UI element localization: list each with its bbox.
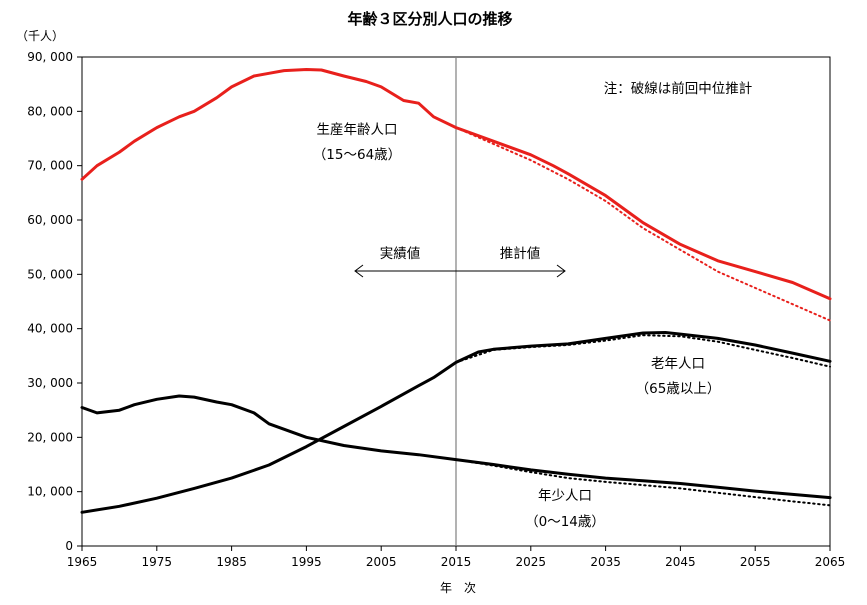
x-tick-label: 2005 bbox=[366, 555, 397, 569]
actual-vs-projection-arrow bbox=[354, 264, 566, 278]
dotted-series-line-5 bbox=[455, 458, 831, 507]
elderly-sublabel: （65歳以上） bbox=[636, 381, 721, 397]
working-age-label: 生産年齢人口 bbox=[317, 122, 398, 138]
x-tick-label: 2045 bbox=[665, 555, 696, 569]
x-tick-label: 2025 bbox=[516, 555, 547, 569]
x-tick-label: 1985 bbox=[216, 555, 247, 569]
x-axis-title: 年 次 bbox=[440, 581, 476, 595]
y-tick-label: 70, 000 bbox=[27, 159, 73, 173]
x-axis: 1965 1975 1985 1995 2005 2015 2025 2035 2045 2055… bbox=[67, 546, 846, 569]
series-line-0 bbox=[80, 68, 832, 301]
arrow-head-right bbox=[556, 264, 566, 278]
y-tick-label: 60, 000 bbox=[27, 213, 73, 227]
y-tick-label: 50, 000 bbox=[27, 267, 73, 281]
projection-label: 推計値 bbox=[500, 246, 541, 262]
youth-sublabel: （0～14歳） bbox=[525, 514, 605, 530]
x-tick-label: 1965 bbox=[67, 555, 98, 569]
y-tick-label: 40, 000 bbox=[27, 322, 73, 336]
x-tick-label: 2055 bbox=[740, 555, 771, 569]
y-axis: 0 10, 000 20, 000 30, 000 40, 000 50, 000 60, … bbox=[27, 50, 82, 553]
actual-label: 実績値 bbox=[380, 246, 421, 262]
working-age-sublabel: （15～64歳） bbox=[313, 147, 401, 163]
y-tick-label: 80, 000 bbox=[27, 104, 73, 118]
series-line-2 bbox=[80, 331, 832, 514]
elderly-label: 老年人口 bbox=[651, 356, 705, 372]
y-tick-label: 10, 000 bbox=[27, 485, 73, 499]
x-tick-label: 1995 bbox=[291, 555, 322, 569]
chart-title: 年齢３区分別人口の推移 bbox=[347, 10, 512, 28]
y-tick-label: 90, 000 bbox=[27, 50, 73, 64]
series-layer bbox=[80, 68, 832, 514]
y-axis-unit: （千人） bbox=[16, 29, 64, 43]
x-tick-label: 1975 bbox=[142, 555, 173, 569]
x-tick-label: 2015 bbox=[441, 555, 472, 569]
arrow-head-left bbox=[354, 264, 364, 278]
series-line-4 bbox=[80, 394, 832, 500]
y-tick-label: 20, 000 bbox=[27, 430, 73, 444]
youth-label: 年少人口 bbox=[538, 488, 592, 504]
x-tick-label: 2035 bbox=[590, 555, 621, 569]
note-text: 注：破線は前回中位推計 bbox=[604, 80, 753, 97]
x-tick-label: 2065 bbox=[815, 555, 846, 569]
y-tick-label: 30, 000 bbox=[27, 376, 73, 390]
y-tick-label: 0 bbox=[65, 539, 73, 553]
